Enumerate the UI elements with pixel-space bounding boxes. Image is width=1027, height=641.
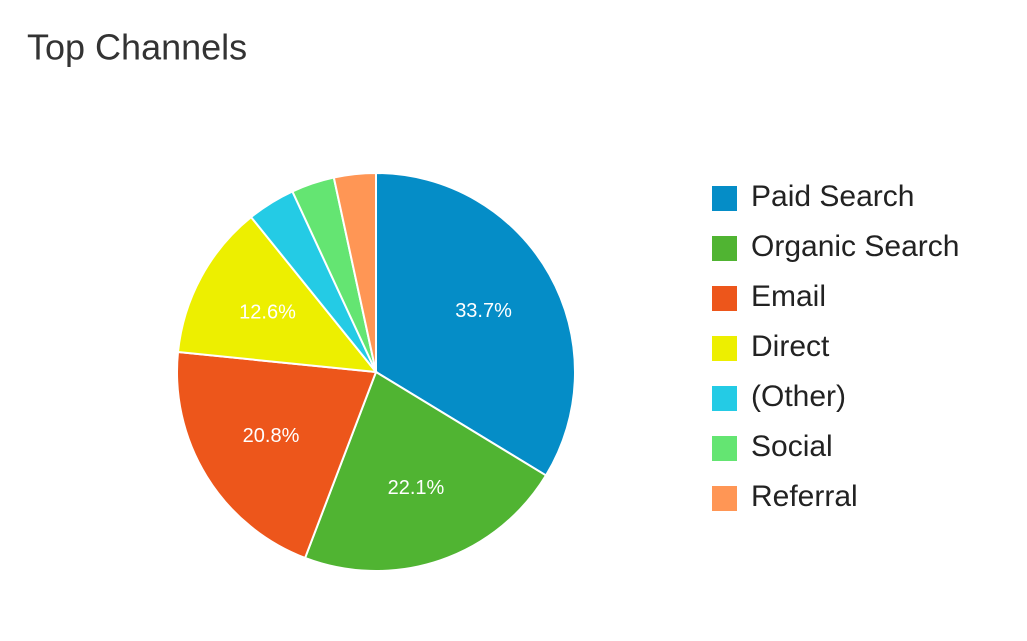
chart-title: Top Channels bbox=[27, 27, 247, 68]
legend-swatch bbox=[712, 236, 737, 261]
pie-slice bbox=[176, 350, 378, 560]
legend-label: Paid Search bbox=[751, 180, 914, 213]
legend-label: Email bbox=[751, 280, 826, 313]
legend-swatch bbox=[712, 186, 737, 211]
legend-swatch bbox=[712, 486, 737, 511]
legend-swatch bbox=[712, 386, 737, 411]
legend-swatch bbox=[712, 436, 737, 461]
pie-slice bbox=[332, 171, 377, 373]
legend-label: Referral bbox=[751, 480, 858, 513]
slice-label: 20.8% bbox=[243, 425, 300, 447]
slice-label: 33.7% bbox=[455, 300, 512, 322]
slice-label: 12.6% bbox=[239, 302, 296, 324]
pie-slice bbox=[303, 370, 548, 572]
legend-label: Organic Search bbox=[751, 230, 959, 263]
pie-slice bbox=[375, 171, 576, 477]
legend-label: Direct bbox=[751, 330, 830, 363]
legend-label: Social bbox=[751, 430, 833, 463]
legend-swatch bbox=[712, 286, 737, 311]
slice-label: 22.1% bbox=[388, 477, 445, 499]
legend-swatch bbox=[712, 336, 737, 361]
legend-label: (Other) bbox=[751, 380, 846, 413]
pie-slice bbox=[176, 215, 379, 374]
